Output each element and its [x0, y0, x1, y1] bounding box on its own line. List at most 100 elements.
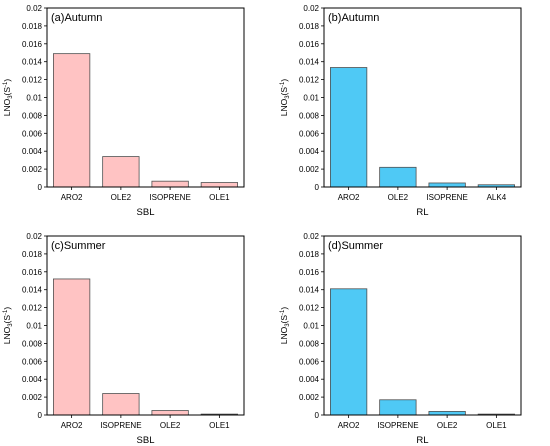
y-axis-label: LNO3(S-1) [279, 79, 291, 117]
y-axis-label-main: LNO [279, 98, 289, 116]
plot-frame [46, 7, 245, 188]
y-axis-label-close: ) [2, 79, 12, 82]
x-tick-label: OLE1 [209, 193, 230, 202]
y-tick-label: 0.008 [299, 111, 320, 120]
y-tick-label: 0.01 [26, 322, 42, 331]
y-tick-label: 0 [315, 183, 320, 192]
x-tick-label: ISOPRENE [149, 193, 190, 202]
panel-b: 0 0.002 0.004 0.006 0.008 0.01 0.012 0.014 0.016… [279, 4, 522, 218]
y-axis-label-close: ) [2, 307, 12, 310]
y-tick-label: 0 [38, 183, 43, 192]
bar-isoprene [151, 180, 189, 188]
x-tick-label: OLE2 [160, 421, 181, 430]
y-axis-label: LNO3(S-1) [2, 79, 14, 117]
y-tick-label: 0.008 [299, 339, 320, 348]
y-tick-label: 0.006 [299, 357, 320, 366]
y-tick-label: 0.01 [26, 94, 42, 103]
y-tick-label: 0.004 [299, 375, 320, 384]
x-tick-label: OLE2 [437, 421, 458, 430]
x-tick-label: OLE2 [111, 193, 132, 202]
y-tick-label: 0.002 [22, 393, 43, 402]
bar-aro2 [53, 53, 91, 188]
x-axis-label: RL [416, 435, 428, 446]
y-tick-label: 0.004 [22, 375, 43, 384]
bar-aro2 [53, 278, 91, 416]
y-tick-label: 0.018 [299, 250, 320, 259]
y-tick-label: 0.016 [299, 40, 320, 49]
y-tick-label: 0.004 [22, 147, 43, 156]
plot-frame [46, 235, 245, 416]
panel-title: (c)Summer [51, 240, 106, 252]
y-axis-label-sup: -1 [280, 309, 286, 315]
y-tick-label: 0.002 [299, 393, 320, 402]
y-axis-label-open: (S [2, 87, 12, 96]
y-axis-label: LNO3(S-1) [279, 307, 291, 345]
panel-d: 0 0.002 0.004 0.006 0.008 0.01 0.012 0.014 0.016… [279, 232, 522, 446]
y-tick-label: 0.02 [26, 232, 42, 241]
y-tick-label: 0.018 [22, 22, 43, 31]
x-tick-label: ARO2 [338, 421, 360, 430]
panel-c: 0 0.002 0.004 0.006 0.008 0.01 0.012 0.014 0.016… [2, 232, 245, 446]
x-axis-label: RL [416, 207, 428, 218]
y-tick-label: 0.012 [22, 304, 43, 313]
bar-isoprene [102, 393, 140, 416]
y-tick-label: 0.01 [303, 322, 319, 331]
x-tick-label: OLE2 [388, 193, 409, 202]
y-axis-label-open: (S [279, 315, 289, 324]
bar-ole2 [428, 411, 466, 416]
y-tick-label: 0.012 [22, 76, 43, 85]
y-axis-label: LNO3(S-1) [2, 307, 14, 345]
y-tick-label: 0.002 [22, 165, 43, 174]
y-tick-label: 0.014 [299, 286, 320, 295]
y-tick-label: 0.016 [22, 40, 43, 49]
panel-a: 0 0.002 0.004 0.006 0.008 0.01 0.012 0.014 0.016… [2, 4, 245, 218]
y-tick-label: 0.016 [299, 268, 320, 277]
y-axis-label-sub: 3 [285, 323, 291, 327]
y-axis-label-close: ) [279, 307, 289, 310]
panel-title: (d)Summer [328, 240, 383, 252]
y-axis-label-sup: -1 [280, 81, 286, 87]
y-axis-label-main: LNO [2, 326, 12, 344]
x-axis-label: SBL [137, 435, 155, 446]
y-tick-label: 0 [38, 411, 43, 420]
bar-ole1 [200, 182, 238, 188]
y-tick-label: 0.014 [299, 58, 320, 67]
y-axis-label-main: LNO [2, 98, 12, 116]
plot-frame [323, 7, 522, 188]
y-tick-label: 0.004 [299, 147, 320, 156]
x-tick-label: ARO2 [338, 193, 360, 202]
x-tick-label: ISOPRENE [377, 421, 418, 430]
bar-isoprene [379, 399, 417, 416]
bar-ole2 [102, 156, 140, 188]
y-tick-label: 0.002 [299, 165, 320, 174]
x-tick-label: ARO2 [61, 421, 83, 430]
y-tick-label: 0.02 [303, 4, 319, 13]
y-tick-label: 0.02 [303, 232, 319, 241]
x-tick-label: OLE1 [486, 421, 507, 430]
panel-title: (b)Autumn [328, 12, 379, 24]
y-tick-label: 0.006 [22, 357, 43, 366]
y-tick-label: 0.008 [22, 339, 43, 348]
y-tick-label: 0.006 [22, 129, 43, 138]
y-axis-label-sup: -1 [3, 309, 9, 315]
bar-ole2 [379, 166, 417, 188]
bar-aro2 [330, 288, 368, 416]
y-tick-label: 0.018 [299, 22, 320, 31]
y-axis-label-sub: 3 [8, 95, 14, 99]
panel-title: (a)Autumn [51, 12, 102, 24]
y-tick-label: 0.016 [22, 268, 43, 277]
y-axis-label-close: ) [279, 79, 289, 82]
x-tick-label: OLE1 [209, 421, 230, 430]
y-tick-label: 0 [315, 411, 320, 420]
x-tick-label: ISOPRENE [100, 421, 141, 430]
y-tick-label: 0.012 [299, 76, 320, 85]
y-axis-label-main: LNO [279, 326, 289, 344]
x-tick-label: ISOPRENE [426, 193, 467, 202]
y-axis-label-sub: 3 [8, 323, 14, 327]
bar-isoprene [428, 182, 466, 188]
y-axis-label-sub: 3 [285, 95, 291, 99]
x-tick-label: ARO2 [61, 193, 83, 202]
y-tick-label: 0.014 [22, 58, 43, 67]
bar-aro2 [330, 67, 368, 188]
